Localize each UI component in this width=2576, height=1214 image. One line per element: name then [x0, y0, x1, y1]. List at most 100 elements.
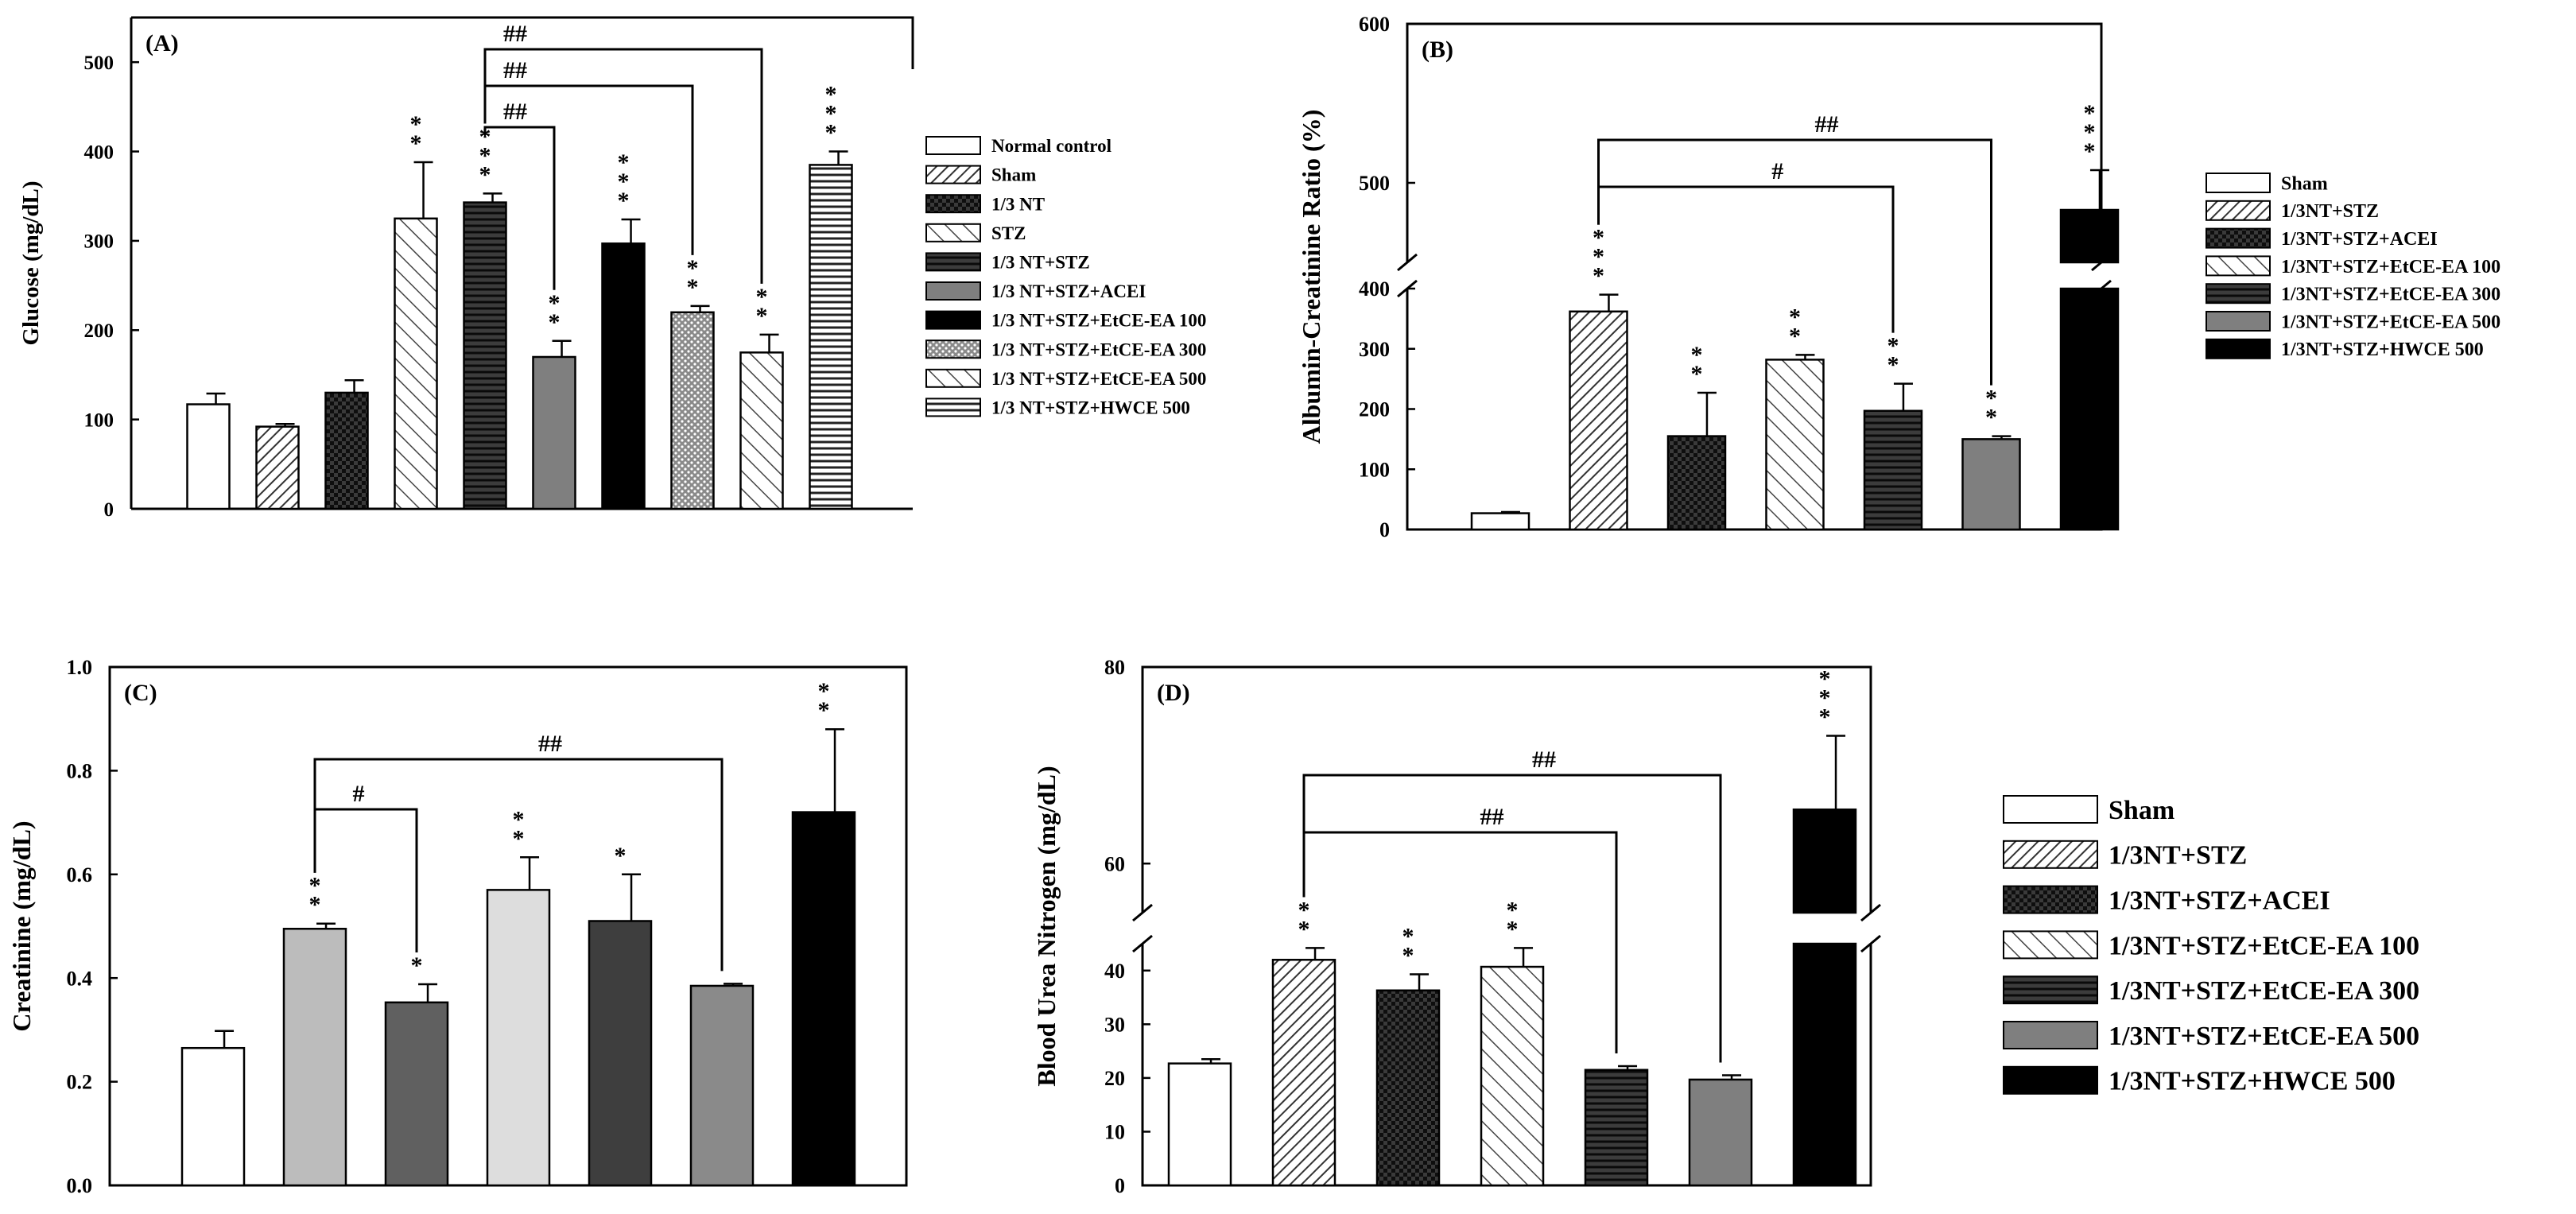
legend-label: 1/3NT+STZ+EtCE-EA 500 — [2281, 312, 2500, 332]
legend-label: 1/3NT+STZ — [2281, 201, 2379, 222]
comparison-bracket — [1597, 138, 1992, 386]
significance-star: * — [411, 952, 423, 979]
significance-star: * — [1691, 361, 1703, 387]
significance-star: * — [479, 161, 491, 188]
legend-label: 1/3 NT+STZ — [991, 252, 1090, 272]
axis-frame-top — [131, 16, 914, 69]
y-tick-label: 400 — [1359, 277, 1390, 301]
comparison-label: # — [1771, 158, 1783, 184]
significance-star: * — [479, 142, 491, 169]
legend-swatch — [925, 398, 981, 417]
y-tick-label: 200 — [1359, 398, 1390, 421]
bar — [255, 425, 300, 510]
legend-label: 1/3 NT+STZ+HWCE 500 — [991, 398, 1190, 417]
significance-star: * — [309, 892, 321, 918]
y-tick-label: 500 — [84, 52, 114, 74]
legend-label: 1/3NT+STZ+EtCE-EA 100 — [2281, 257, 2500, 277]
bar — [282, 928, 347, 1187]
significance-star: * — [513, 825, 525, 851]
bar — [1480, 965, 1545, 1187]
y-tick-label: 0.4 — [67, 967, 93, 990]
significance-star: * — [1985, 405, 1997, 431]
legend-swatch — [925, 339, 981, 359]
legend-swatch — [2003, 1021, 2098, 1049]
significance-star: * — [1887, 333, 1899, 359]
bar — [1792, 942, 1857, 1187]
significance-star: * — [1402, 924, 1414, 950]
bar — [1569, 310, 1628, 531]
y-tick-label: 600 — [1359, 13, 1390, 36]
significance-star: * — [1402, 943, 1414, 969]
comparison-label: ## — [1480, 804, 1504, 830]
comparison-bracket — [1302, 831, 1618, 1054]
legend-label: 1/3 NT+STZ+ACEI — [991, 281, 1146, 301]
legend-label: 1/3NT+STZ+ACEI — [2281, 229, 2438, 250]
y-tick-label: 80 — [1104, 656, 1125, 679]
significance-star: * — [479, 123, 491, 149]
significance-star: * — [1819, 685, 1831, 712]
significance-star: * — [618, 188, 630, 214]
significance-star: * — [615, 843, 627, 869]
legend-label: 1/3NT+STZ+EtCE-EA 300 — [2281, 285, 2500, 305]
y-tick-label: 0.6 — [67, 863, 93, 886]
comparison-label: ## — [1532, 747, 1556, 773]
bar — [1765, 359, 1825, 531]
bar — [1167, 1062, 1232, 1187]
significance-star: * — [1819, 666, 1831, 692]
bar-upper-segment — [2059, 208, 2120, 264]
legend-label: Normal control — [991, 136, 1111, 156]
bar — [791, 811, 856, 1187]
significance-star: * — [410, 111, 422, 138]
comparison-bracket — [1597, 185, 1895, 333]
legend: Sham 1/3NT+STZ 1/3NT+STZ+ACEI 1/3NT+STZ+EtC… — [2003, 795, 2419, 1096]
significance-star: * — [756, 303, 768, 329]
y-tick-label: 1.0 — [67, 656, 93, 679]
legend-label: 1/3 NT — [991, 194, 1045, 214]
significance-star: * — [1593, 225, 1604, 251]
y-tick-label: 100 — [84, 409, 114, 431]
legend-label: Sham — [2109, 796, 2174, 825]
bar — [1271, 959, 1336, 1187]
significance-star: * — [756, 284, 768, 310]
significance-star: * — [410, 130, 422, 157]
bar — [532, 355, 576, 510]
y-axis-label: Creatinine (mg/dL) — [7, 820, 36, 1031]
bar — [1961, 438, 2021, 531]
bar — [1666, 435, 1727, 531]
legend-swatch — [925, 165, 981, 184]
legend-swatch — [925, 310, 981, 330]
bar — [739, 351, 784, 510]
legend: Normal control Sham 1/3 NT STZ 1/3 NT+STZ 1/3… — [925, 136, 1206, 417]
significance-star: * — [549, 309, 561, 335]
legend-swatch — [2003, 1065, 2098, 1095]
comparison-bracket — [483, 48, 763, 284]
significance-star: * — [1789, 304, 1801, 330]
panel-label: (B) — [1422, 37, 1453, 63]
legend-label: Sham — [991, 165, 1036, 185]
y-tick-label: 200 — [84, 320, 114, 342]
legend-swatch — [925, 136, 981, 155]
legend-swatch — [925, 223, 981, 242]
significance-star: * — [2084, 138, 2096, 165]
significance-star: * — [1691, 342, 1703, 368]
legend-swatch — [925, 281, 981, 301]
significance-star: * — [618, 169, 630, 195]
significance-star: * — [1507, 897, 1519, 923]
bar — [384, 1001, 449, 1187]
significance-star: * — [818, 678, 830, 704]
panel-c: 0.0 0.2 0.4 0.6 0.8 1.0 Creatinine (mg/dL) (C) *… — [7, 656, 908, 1197]
y-axis-label: Blood Urea Nitrogen (mg/dL) — [1032, 766, 1061, 1086]
bar — [1375, 989, 1441, 1187]
y-tick-label: 60 — [1104, 852, 1125, 875]
legend-swatch — [2003, 930, 2098, 960]
comparison-bracket — [313, 758, 724, 972]
axis-break-mark — [1860, 934, 1881, 953]
legend-label: 1/3 NT+STZ+EtCE-EA 100 — [991, 311, 1206, 331]
panel-label: (C) — [124, 680, 157, 706]
y-tick-label: 30 — [1104, 1013, 1125, 1036]
y-tick-label: 300 — [84, 231, 114, 253]
bar — [463, 201, 507, 510]
significance-star: * — [1507, 916, 1519, 942]
